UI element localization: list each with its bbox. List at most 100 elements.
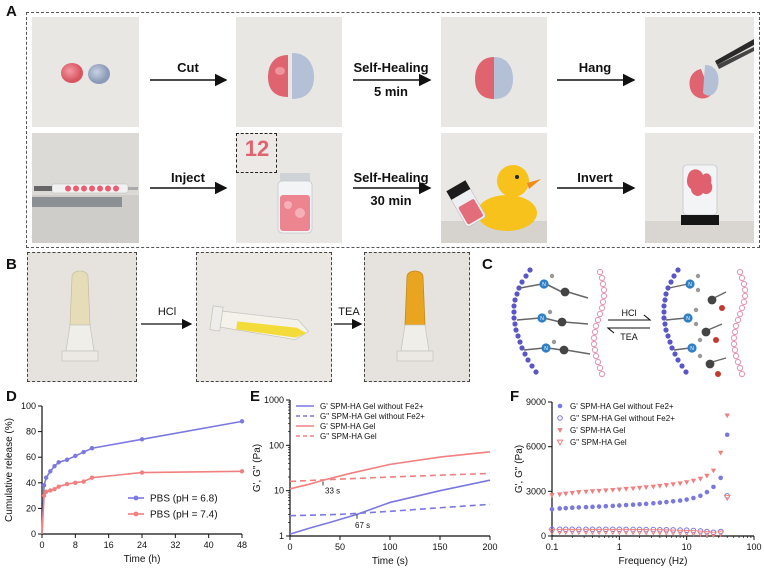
panel-c-letter: C xyxy=(482,256,493,273)
data-point xyxy=(710,468,717,474)
equilibrium-arrows xyxy=(606,314,652,334)
y-tick-label: 6000 xyxy=(526,442,546,452)
data-point xyxy=(52,487,57,492)
x-tick-label: 0.1 xyxy=(546,542,559,552)
panel-d-letter: D xyxy=(6,388,17,405)
x-tick-label: 0 xyxy=(39,540,44,550)
series-line-3 xyxy=(289,472,491,483)
data-point xyxy=(717,530,725,537)
data-point xyxy=(643,501,649,507)
legend-label-0: PBS (pH = 6.8) xyxy=(150,494,218,505)
data-point xyxy=(52,463,57,469)
data-point xyxy=(723,494,731,502)
photo-tube-hcl xyxy=(196,252,332,382)
series-line-1 xyxy=(289,503,491,517)
series-line-0 xyxy=(289,479,491,535)
data-point xyxy=(664,499,669,505)
x-tick-label: 32 xyxy=(170,540,180,550)
data-point xyxy=(643,485,649,491)
data-point xyxy=(677,498,683,503)
svg-text:N: N xyxy=(686,316,690,322)
label-hcl-b: HCl xyxy=(157,306,177,318)
data-point xyxy=(73,480,78,485)
y-tick-label: 60 xyxy=(26,452,36,462)
panel-b-letter: B xyxy=(6,256,17,273)
y-tick-label: 10 xyxy=(274,486,284,496)
data-point xyxy=(43,489,49,494)
svg-text:N: N xyxy=(544,346,548,352)
data-point xyxy=(89,446,95,451)
data-point xyxy=(709,531,718,538)
svg-text:N: N xyxy=(540,316,544,322)
legend-label-0: G' SPM-HA Gel without Fe2+ xyxy=(570,402,674,411)
y-tick-label: 1000 xyxy=(264,395,284,405)
label-self-healing-top: Self-Healing xyxy=(353,60,429,75)
hydrogen-atoms-left xyxy=(547,273,557,345)
purple-chain-right xyxy=(661,267,689,375)
legend-marker-0 xyxy=(133,495,139,501)
data-point xyxy=(697,476,704,482)
data-point xyxy=(48,469,53,474)
label-self-healing-bottom: Self-Healing xyxy=(353,170,429,185)
legend-marker-1 xyxy=(133,511,139,517)
data-point xyxy=(724,413,730,419)
data-point xyxy=(562,528,570,536)
x-tick-label: 200 xyxy=(482,542,497,552)
legend-marker-0 xyxy=(557,403,563,409)
y-tick-label: 9000 xyxy=(526,397,546,407)
data-point xyxy=(615,528,623,536)
photo-duck-vial xyxy=(441,133,547,243)
x-tick-label: 100 xyxy=(746,542,761,552)
legend-label-1: PBS (pH = 7.4) xyxy=(150,510,218,521)
x-tick-label: 50 xyxy=(335,542,345,552)
data-point xyxy=(48,488,53,493)
x-axis-label: Time (h) xyxy=(124,554,161,565)
chart-f: 0.1 1 10 100 0 3000 6000 9000 Frequency (Hz) G', … xyxy=(514,397,762,567)
data-point xyxy=(622,528,630,536)
data-point xyxy=(603,488,609,494)
free-metal-complexes xyxy=(701,291,727,377)
data-point xyxy=(589,489,596,495)
legend-label-2: G' SPM-HA Gel xyxy=(320,422,376,431)
data-point xyxy=(630,502,636,508)
data-point xyxy=(636,485,643,491)
data-point xyxy=(549,493,555,498)
data-point xyxy=(684,497,689,502)
label-invert: Invert xyxy=(577,170,613,185)
legend-label-2: G' SPM-HA Gel xyxy=(570,426,626,435)
nitrogen-labels-right: N N N xyxy=(686,282,694,352)
data-point xyxy=(649,529,657,536)
purple-chain-left xyxy=(511,267,539,375)
data-point xyxy=(656,529,664,536)
inset-frame xyxy=(236,133,277,173)
data-point xyxy=(239,419,245,424)
photo-tube-tea xyxy=(364,252,470,382)
data-point xyxy=(637,501,642,507)
label-tea-b: TEA xyxy=(338,306,360,318)
photo-cut-gels xyxy=(236,17,342,127)
y-tick-label: 1 xyxy=(279,531,284,541)
series-line-2 xyxy=(289,451,491,490)
panel-e-letter: E xyxy=(250,388,261,405)
data-point xyxy=(689,530,697,537)
data-point xyxy=(41,493,47,498)
nitrogen-atoms-left xyxy=(537,279,551,353)
legend-label-1: G" SPM-HA Gel without Fe2+ xyxy=(570,414,675,423)
data-point xyxy=(617,503,622,508)
legend-label-3: G" SPM-HA Gel xyxy=(570,438,627,447)
x-tick-label: 8 xyxy=(73,540,78,550)
legend-marker-3 xyxy=(556,439,564,446)
data-point xyxy=(81,449,86,455)
data-point xyxy=(623,502,629,508)
y-axis-label: G', G" (Pa) xyxy=(514,445,525,493)
data-point xyxy=(89,475,95,480)
metal-atoms-left xyxy=(557,287,570,355)
x-tick-label: 40 xyxy=(204,540,214,550)
bonds-left xyxy=(516,283,591,355)
pink-chain-left xyxy=(590,268,608,378)
photo-hang-gel xyxy=(645,17,754,127)
data-point xyxy=(563,505,569,511)
photo-syringe xyxy=(32,133,139,243)
data-point xyxy=(139,470,145,475)
data-point xyxy=(139,437,145,442)
